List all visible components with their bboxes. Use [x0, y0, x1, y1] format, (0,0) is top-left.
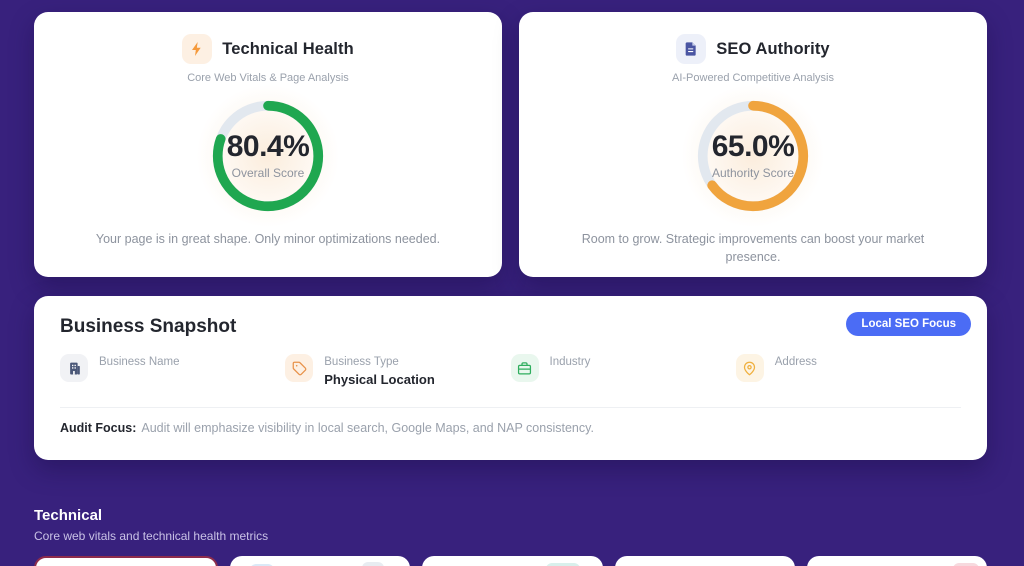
field-label: Address [774, 356, 817, 368]
field-label: Business Name [99, 356, 180, 368]
field-label: Business Type [324, 356, 399, 368]
metric-card-4 [614, 556, 795, 566]
metric-icon [546, 563, 581, 566]
seo-authority-message: Room to grow. Strategic improvements can… [581, 232, 925, 265]
technical-metric-cards-row [34, 556, 988, 566]
metric-card-3 [422, 556, 603, 566]
technical-section-header: Technical Core web vitals and technical … [34, 507, 987, 543]
score-card-title: Technical Health [222, 39, 354, 58]
metric-card-1 [34, 556, 219, 566]
divider [60, 407, 961, 408]
audit-focus-text: Audit will emphasize visibility in local… [141, 421, 594, 435]
score-card-subtitle: AI-Powered Competitive Analysis [671, 72, 834, 84]
seo-audit-dashboard: Technical Health Core Web Vitals & Page … [34, 12, 988, 566]
briefcase-icon [510, 354, 539, 382]
metric-badge [250, 564, 275, 566]
field-business-type: Business Type Physical Location [285, 354, 510, 387]
authority-score-label: Authority Score [711, 166, 795, 180]
metric-icon [953, 563, 980, 566]
building-icon [60, 354, 88, 382]
audit-focus-note: Audit Focus: Audit will emphasize visibil… [60, 421, 961, 435]
business-snapshot-title: Business Snapshot [60, 316, 237, 337]
technical-section-title: Technical [34, 507, 103, 524]
audit-focus-label: Audit Focus: [60, 421, 137, 435]
field-address: Address [735, 354, 961, 387]
seo-authority-header: SEO Authority [519, 34, 987, 64]
business-snapshot-card: Business Snapshot Local SEO Focus Busine… [34, 296, 987, 460]
overall-score-label: Overall Score [231, 166, 305, 180]
document-icon [676, 34, 707, 64]
metric-card-5 [806, 556, 988, 566]
score-card-subtitle: Core Web Vitals & Page Analysis [187, 72, 349, 84]
technical-health-message: Your page is in great shape. Only minor … [95, 232, 441, 246]
metric-card-2 [230, 556, 411, 566]
field-value [550, 372, 591, 387]
metric-icon [362, 562, 385, 566]
field-value [99, 372, 180, 387]
zap-icon [182, 34, 213, 64]
business-fields: Business Name Business Type Physical Loc… [60, 354, 961, 387]
technical-section-subtitle: Core web vitals and technical health met… [34, 529, 269, 543]
field-business-name: Business Name [60, 354, 285, 387]
technical-health-card: Technical Health Core Web Vitals & Page … [34, 12, 502, 277]
seo-authority-gauge: 65.0% Authority Score [679, 82, 827, 230]
tag-icon [285, 354, 314, 382]
technical-health-gauge: 80.4% Overall Score [194, 82, 342, 230]
seo-authority-card: SEO Authority AI-Powered Competitive Ana… [519, 12, 987, 277]
technical-health-header: Technical Health [34, 34, 502, 64]
authority-score-percent: 65.0% [711, 130, 795, 163]
score-cards-row: Technical Health Core Web Vitals & Page … [34, 12, 987, 277]
field-industry: Industry [510, 354, 736, 387]
field-value: Physical Location [324, 372, 435, 387]
field-value [775, 372, 817, 387]
overall-score-percent: 80.4% [226, 130, 310, 163]
field-label: Industry [549, 356, 591, 368]
score-card-title: SEO Authority [716, 39, 830, 58]
map-pin-icon [735, 354, 764, 382]
local-seo-focus-badge[interactable]: Local SEO Focus [846, 312, 971, 336]
